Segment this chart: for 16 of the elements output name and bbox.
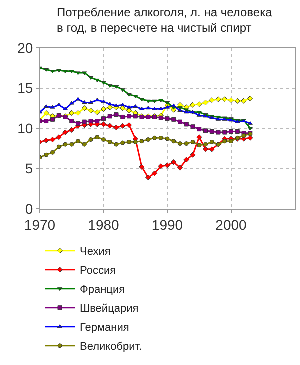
legend-label: Великобрит. — [80, 341, 142, 354]
legend-label: Швейцария — [80, 303, 139, 316]
legend-label: Чехия — [80, 246, 111, 258]
legend-label: Франция — [80, 284, 126, 296]
y-tick-label: 10 — [18, 120, 34, 136]
legend-label: Россия — [80, 265, 116, 278]
y-tick-label: 15 — [18, 80, 34, 96]
y-tick-label: 0 — [25, 200, 34, 217]
y-tick-label: 20 — [18, 40, 34, 56]
chart-title: Потребление алкоголя, л. на человека в год, в пересчете на чистый спирт — [57, 5, 273, 36]
x-tick-label: 1970 — [24, 216, 56, 233]
x-tick-label: 1990 — [152, 216, 184, 233]
x-tick-label: 1980 — [88, 216, 120, 233]
x-tick-label: 2000 — [216, 216, 248, 233]
y-tick-label: 5 — [25, 160, 34, 177]
legend-label: Германия — [80, 322, 130, 334]
